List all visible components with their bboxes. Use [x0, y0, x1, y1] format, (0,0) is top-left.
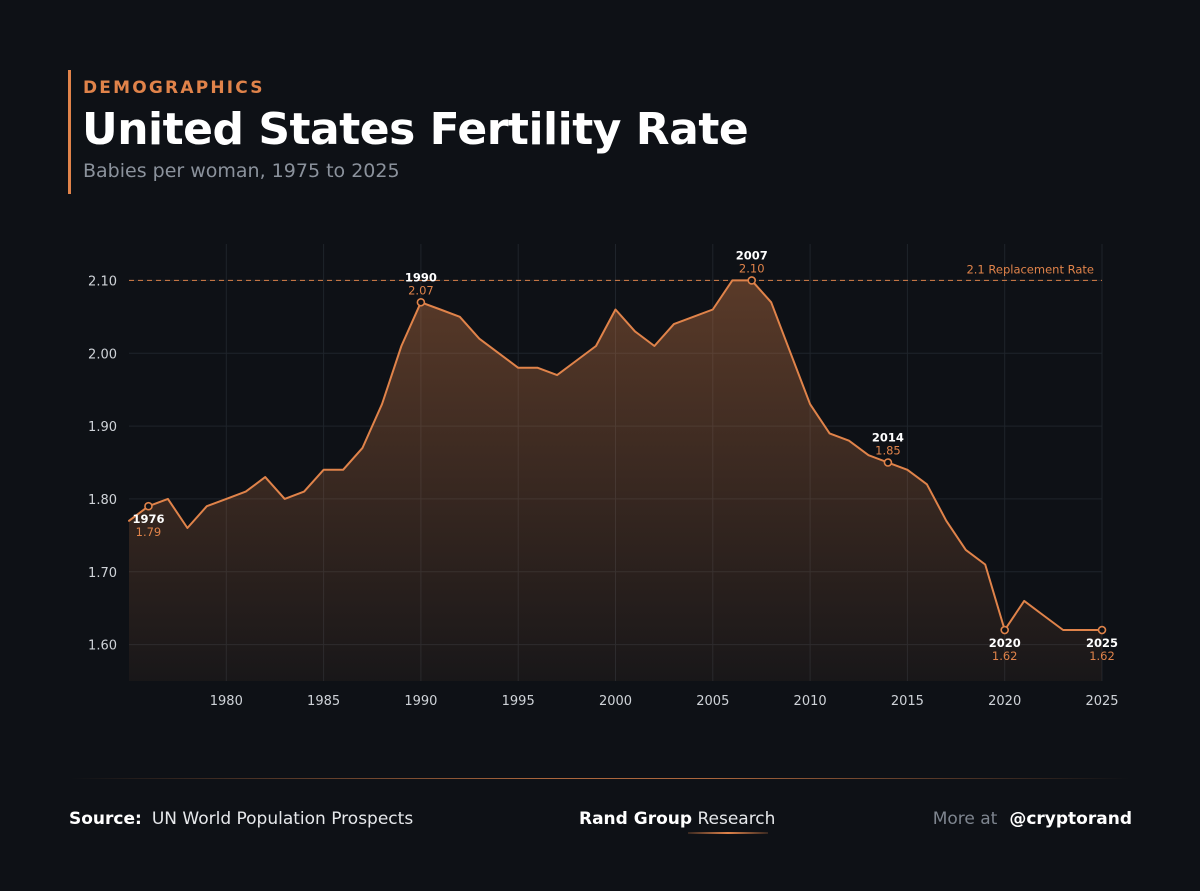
y-tick-label: 1.70 — [88, 566, 117, 581]
y-tick-label: 2.00 — [88, 347, 117, 362]
footer-divider — [70, 778, 1130, 779]
area-fill — [129, 280, 1102, 681]
annotation-marker — [416, 297, 426, 307]
fertility-rate-line — [128, 279, 1103, 631]
x-tick-label: 1980 — [210, 694, 243, 709]
x-tick-label: 2020 — [988, 694, 1021, 709]
eyebrow-label: DEMOGRAPHICS — [83, 78, 265, 98]
y-tick-label: 2.10 — [88, 274, 117, 289]
x-tick-label: 2025 — [1085, 694, 1118, 709]
line-layer — [128, 279, 1103, 631]
annotation-marker — [883, 458, 893, 467]
annotation-year: 2025 — [1086, 636, 1118, 650]
annotation-year: 2007 — [736, 248, 768, 262]
annotation-year: 1990 — [405, 270, 437, 284]
x-tick-label: 1990 — [404, 694, 437, 709]
annotation-value: 1.62 — [1089, 649, 1115, 663]
replacement-rate-label: 2.1 Replacement Rate — [966, 262, 1094, 276]
source-label: Source: — [69, 809, 142, 829]
annotation-year: 2014 — [872, 431, 904, 445]
area-layer — [129, 280, 1102, 681]
header-accent-bar — [68, 70, 71, 194]
annotation-marker — [144, 501, 153, 511]
annotation-year: 2020 — [989, 636, 1021, 650]
brand-bold: Rand Group — [579, 809, 693, 829]
x-tick-label: 1995 — [502, 694, 535, 709]
label-layer: 1980 1985 1990 1995 2000 2005 2010 2015 2020 2025… — [88, 248, 1119, 709]
y-tick-label: 1.80 — [88, 493, 117, 508]
y-tick-label: 1.90 — [88, 420, 117, 435]
y-tick-label: 1.60 — [88, 639, 117, 654]
annotation-marker — [1000, 625, 1010, 635]
footer-source: Source: UN World Population Prospects — [69, 809, 413, 829]
brand-underline — [688, 832, 768, 834]
brand-regular: Research — [697, 809, 776, 829]
handle-link[interactable]: @cryptorand — [1009, 809, 1132, 829]
annotation-value: 2.10 — [739, 261, 765, 275]
page-subtitle: Babies per woman, 1975 to 2025 — [83, 160, 400, 182]
annotation-value: 1.79 — [136, 525, 162, 539]
footer-brand: Rand Group Research — [579, 809, 775, 829]
x-tick-label: 2010 — [794, 694, 827, 709]
annotation-marker — [1097, 625, 1107, 635]
annotation-value: 1.85 — [875, 444, 901, 458]
x-tick-label: 2000 — [599, 694, 632, 709]
page-title: United States Fertility Rate — [82, 104, 749, 155]
annotation-marker — [747, 276, 757, 285]
more-label: More at — [932, 809, 998, 829]
footer-more: More at @cryptorand — [933, 809, 1132, 829]
marker-layer — [144, 276, 1107, 635]
source-text: UN World Population Prospects — [151, 809, 414, 829]
x-tick-label: 2015 — [891, 694, 924, 709]
annotation-value: 1.62 — [992, 649, 1018, 663]
x-tick-label: 2005 — [696, 694, 729, 709]
annotation-value: 2.07 — [408, 283, 434, 297]
annotation-year: 1976 — [132, 512, 164, 526]
x-tick-label: 1985 — [307, 694, 340, 709]
